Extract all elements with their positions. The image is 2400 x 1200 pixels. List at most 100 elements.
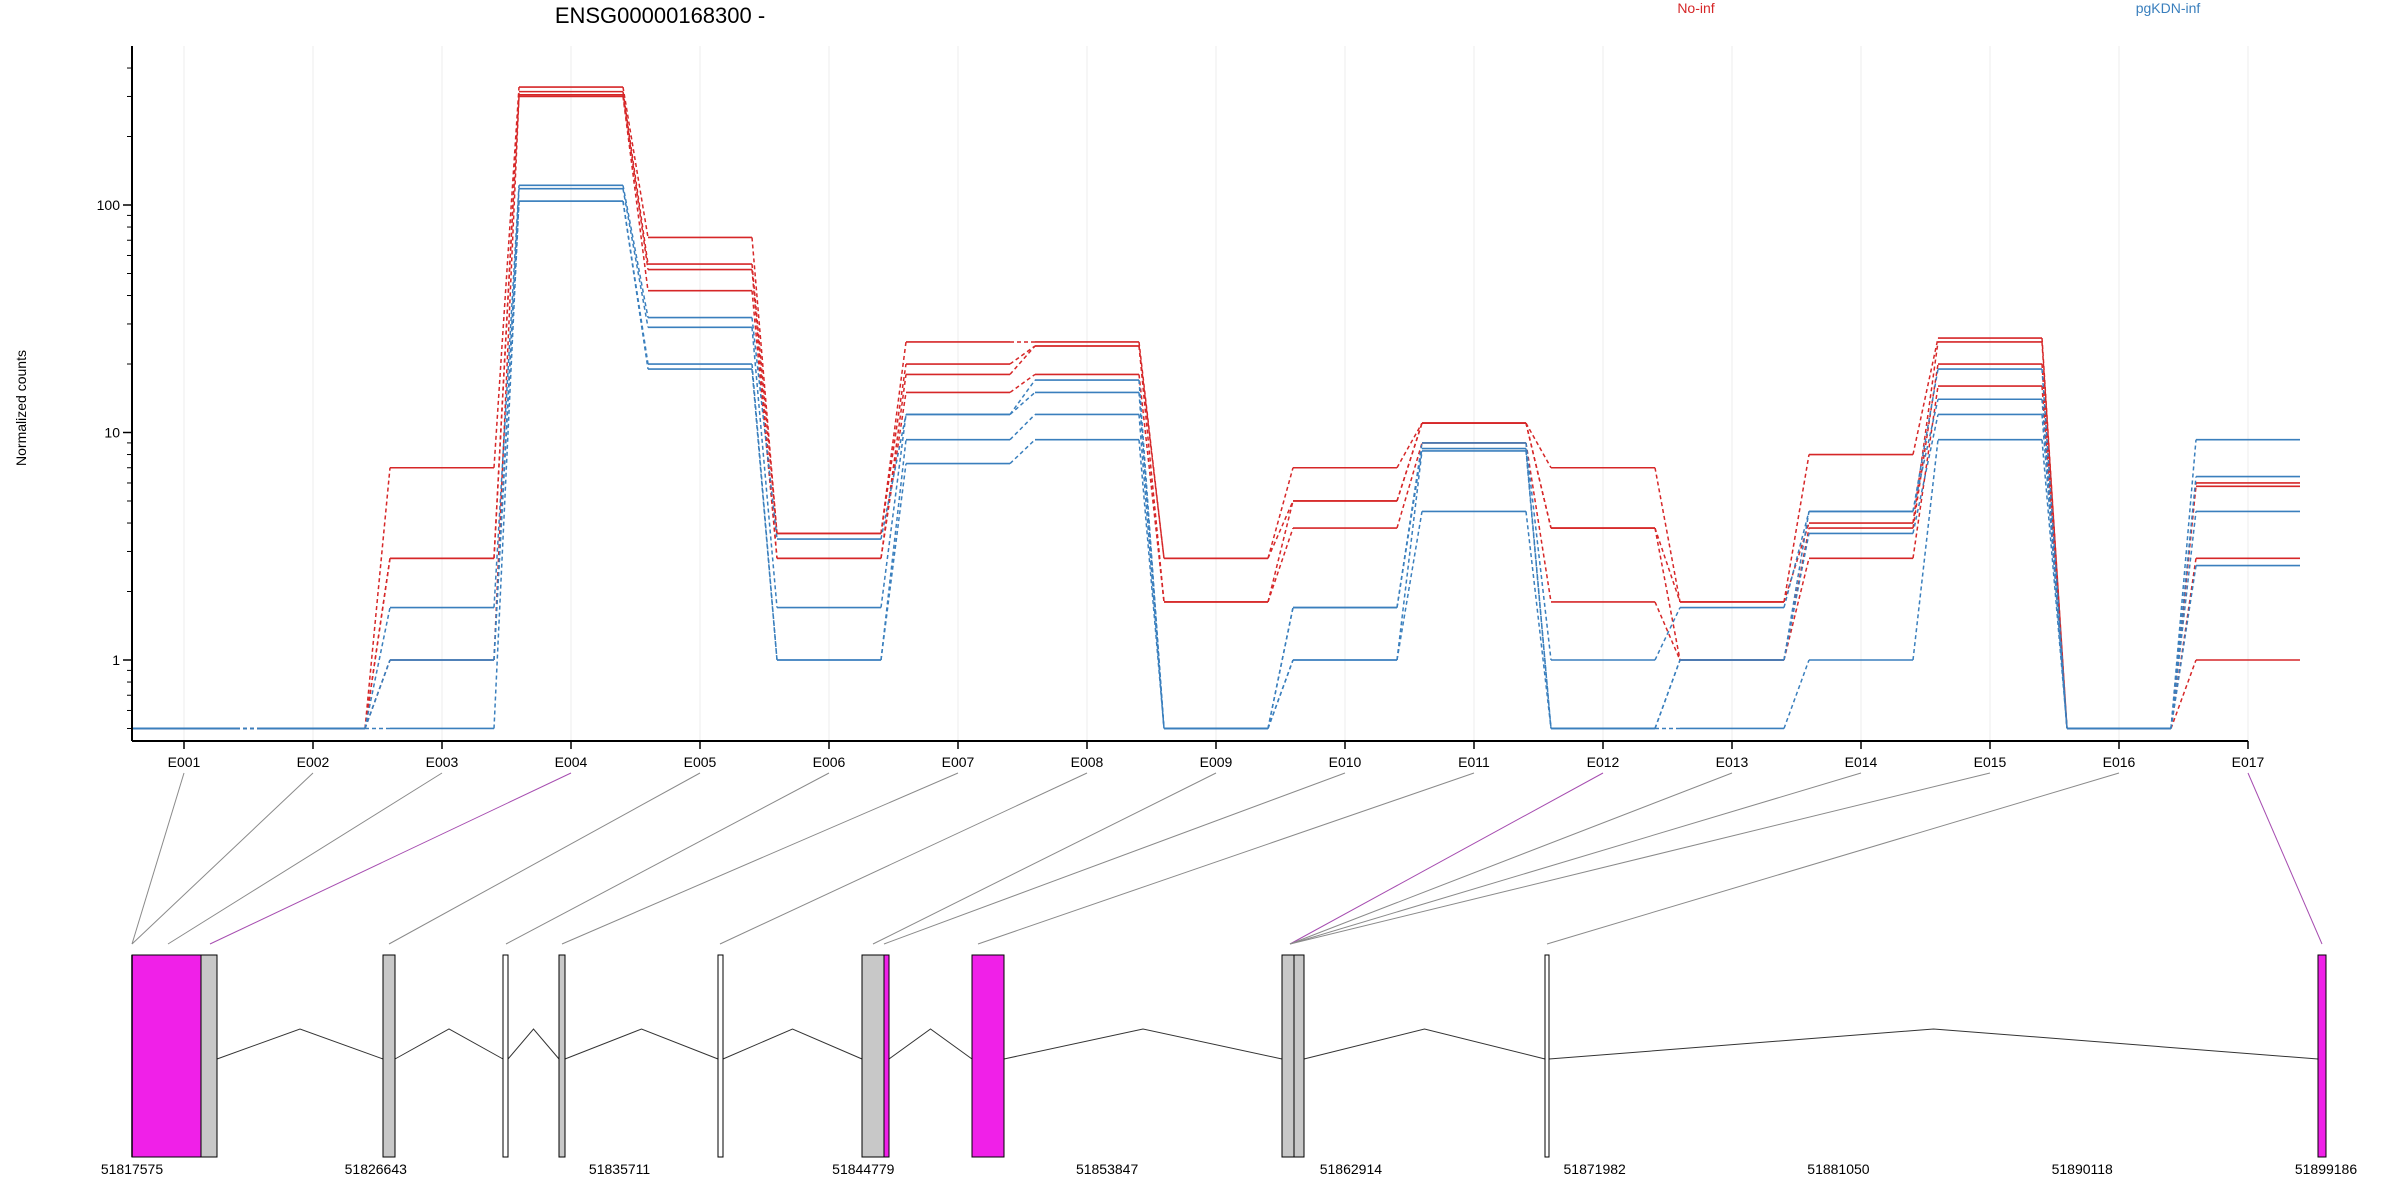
series-connector [2041, 414, 2068, 729]
exon-connector-e015 [1289, 772, 1991, 945]
y-tick-label: 100 [97, 197, 121, 213]
exon-connector-e008 [719, 772, 1088, 945]
exon-connector-e014 [1289, 772, 1862, 945]
y-tick-label: 1 [112, 652, 120, 668]
series-connector [1267, 607, 1294, 729]
intron [888, 1028, 973, 1060]
series-connector [1525, 422, 1552, 469]
series-connector [364, 467, 391, 729]
series-connector [1783, 659, 1810, 729]
series-connector [1267, 659, 1294, 729]
series-connector [880, 414, 907, 540]
intron [564, 1028, 719, 1060]
series-connector [1525, 442, 1552, 603]
series-connector [1267, 607, 1294, 729]
gene-model: 51817575 51826643 51835711 51844779 51853847… [101, 954, 2358, 1177]
series-connector [1912, 385, 1939, 559]
series-connector [493, 96, 520, 661]
series-connector [1396, 422, 1423, 502]
series-connector [1783, 511, 1810, 608]
x-tick-label-e003: E003 [426, 754, 459, 770]
series-connector [493, 94, 520, 559]
y-tick-label: 10 [104, 425, 120, 441]
series-connector [1138, 374, 1165, 603]
series-connector [493, 201, 520, 729]
x-tick-label-e011: E011 [1458, 754, 1490, 770]
series-connector [2170, 439, 2197, 729]
series-connector [1009, 373, 1036, 394]
x-tick-label-e016: E016 [2103, 754, 2136, 770]
series-connector [1138, 414, 1165, 729]
series-connector [1654, 527, 1681, 603]
exon-connector-e016 [1546, 772, 2120, 945]
x-tick-label-e007: E007 [942, 754, 975, 770]
series-connector [622, 91, 649, 265]
series-connector [1654, 601, 1681, 661]
intron [216, 1028, 384, 1060]
x-tick-label-e015: E015 [1974, 754, 2007, 770]
series-connector [622, 94, 649, 270]
series-connector [751, 237, 778, 534]
series-connector [1396, 422, 1423, 502]
x-tick-label-e013: E013 [1716, 754, 1749, 770]
series-connector [1783, 454, 1810, 603]
x-tick-label-e008: E008 [1071, 754, 1104, 770]
series-connector [1138, 439, 1165, 729]
series-connector [1525, 511, 1552, 729]
coord-tick-label: 51890118 [2052, 1161, 2113, 1177]
exon-box [131, 954, 202, 1158]
series-connector [1009, 345, 1036, 375]
x-tick-label-e010: E010 [1329, 754, 1362, 770]
series-connector [1525, 448, 1552, 729]
series-connector [880, 363, 907, 534]
exon-connector-e010 [883, 772, 1346, 945]
series-connector [1912, 414, 1939, 534]
series-connector [622, 185, 649, 318]
x-tick-label-e005: E005 [684, 754, 717, 770]
y-axis-label: Normalized counts [13, 350, 29, 466]
series-connector [622, 188, 649, 328]
series-connector [1525, 442, 1552, 661]
grid-lines [183, 46, 2249, 741]
exon-connectors [131, 772, 2323, 945]
series-connector [1138, 341, 1165, 559]
series-8 [132, 200, 2300, 730]
exon-box [1293, 954, 1305, 1158]
exon-connector-e007 [561, 772, 959, 945]
series-connector [2041, 439, 2068, 729]
series-layer [132, 86, 2300, 730]
coord-tick-label: 51899186 [2295, 1161, 2358, 1177]
coord-tick-label: 51826643 [345, 1161, 408, 1177]
x-tick-label-e002: E002 [297, 754, 330, 770]
series-connector [1912, 439, 1939, 661]
series-connector [1009, 413, 1036, 441]
series-connector [493, 185, 520, 608]
exon-connector-e001 [131, 772, 185, 945]
exon-box [2317, 954, 2327, 1158]
series-connector [1267, 500, 1294, 603]
legend-pgkdn-inf: pgKDN-inf [2136, 0, 2201, 16]
x-tick-label-e012: E012 [1587, 754, 1620, 770]
exon-box [558, 954, 566, 1158]
series-connector [880, 374, 907, 559]
series-connector [364, 607, 391, 729]
coord-tick-label: 51844779 [832, 1161, 895, 1177]
series-connector [1267, 500, 1294, 559]
exon-connector-e005 [388, 772, 701, 945]
intron [722, 1028, 863, 1060]
series-connector [1654, 607, 1681, 661]
exon-connector-e003 [167, 772, 443, 945]
exon-box [717, 954, 724, 1158]
x-tick-label-e017: E017 [2232, 754, 2265, 770]
series-connector [1912, 368, 1939, 512]
axes: 1 10 100 E001 E002 E003 E004 E005 E006 E007 E008 E0… [97, 46, 2265, 770]
coord-tick-label: 51871982 [1564, 1161, 1627, 1177]
series-connector [1525, 422, 1552, 529]
x-tick-label-e004: E004 [555, 754, 588, 770]
series-connector [1525, 450, 1552, 729]
coord-tick-label: 51862914 [1320, 1161, 1383, 1177]
exon-box [1544, 954, 1550, 1158]
series-connector [751, 327, 778, 608]
series-connector [622, 201, 649, 370]
